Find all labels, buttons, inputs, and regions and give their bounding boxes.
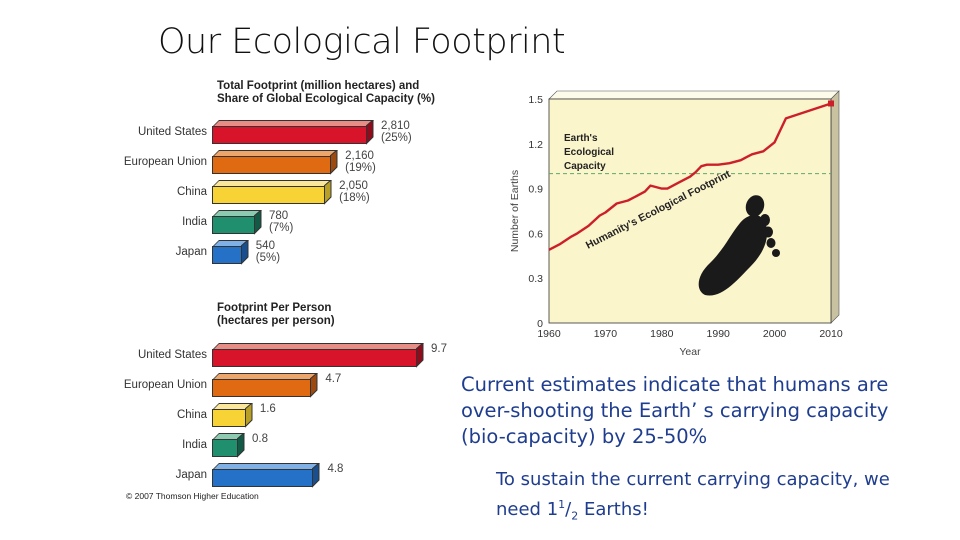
bar-category-label: India: [182, 216, 207, 228]
y-tick-label: 1.5: [528, 94, 543, 106]
bar-side-face: [330, 150, 338, 175]
bar-value-label: 1.6: [259, 403, 276, 415]
y-tick-label: 0: [537, 318, 543, 330]
chart-title-line2: (hectares per person): [217, 315, 335, 327]
per-person-title: Footprint Per Person (hectares per perso…: [217, 302, 335, 328]
bar-category-label: United States: [137, 349, 207, 361]
chart-title-line1: Total Footprint (million hectares) and: [217, 80, 420, 92]
bar-side-face: [366, 120, 374, 145]
bar-value-label: 0.8: [252, 433, 268, 445]
bar-value-label: 9.7: [431, 343, 447, 355]
sub-text: To sustain the current carrying capacity…: [496, 467, 936, 529]
x-axis-label: Year: [679, 346, 701, 358]
footprint-icon: [698, 195, 780, 296]
bar: [212, 246, 242, 264]
bar-category-label: Japan: [175, 469, 207, 481]
bar-category-label: China: [176, 409, 207, 421]
bar-side-face: [240, 240, 249, 265]
earths-line-chart: 0 0.3 0.6 0.9 1.2 1.5 1960 1970 1980 1990 2000 2010…: [500, 85, 850, 370]
bar-side-face: [312, 463, 320, 488]
x-tick-label: 2010: [819, 328, 843, 340]
total-footprint-title: Total Footprint (million hectares) and S…: [217, 80, 435, 106]
y-tick-label: 0.9: [528, 184, 543, 196]
plot-area: [548, 98, 832, 324]
chart-title-line1: Footprint Per Person: [217, 302, 332, 314]
body-text: Current estimates indicate that humans a…: [461, 373, 889, 448]
fraction-numerator: 1: [558, 498, 566, 511]
x-tick-label: 1980: [650, 328, 674, 340]
bar-category-label: China: [176, 186, 207, 198]
bar-category-label: Japan: [175, 246, 207, 258]
x-tick-label: 1990: [707, 328, 731, 340]
bar-side-face: [237, 433, 245, 458]
sub-text-prefix: To sustain the current carrying capacity…: [496, 469, 890, 520]
bar-side-face: [324, 180, 332, 205]
y-tick-label: 0.6: [528, 228, 543, 240]
bar: [212, 186, 326, 204]
bar: [212, 349, 417, 367]
capacity-annotation: Earth's Ecological Capacity: [564, 133, 614, 172]
bar-category-label: India: [182, 439, 207, 451]
bar: [212, 469, 314, 487]
y-axis-label: Number of Earths: [509, 170, 521, 252]
fraction-denominator: 2: [571, 509, 579, 523]
bar-category-label: European Union: [123, 379, 207, 391]
bar-side-face: [416, 343, 424, 368]
bar-value-label: 540 (5%): [255, 240, 281, 264]
bar: [212, 126, 367, 144]
x-tick-label: 2000: [763, 328, 787, 340]
bar-category-label: European Union: [123, 156, 207, 168]
x-tick-label: 1960: [537, 328, 561, 340]
x-tick-label: 1970: [594, 328, 618, 340]
bar-side-face: [310, 373, 318, 398]
bar-side-face: [254, 210, 262, 235]
bar: [212, 439, 238, 457]
bar-value-label: 4.7: [325, 373, 342, 385]
bar-category-label: United States: [137, 126, 207, 138]
bar: [212, 216, 256, 234]
endpoint-marker: [828, 100, 834, 107]
slide-title: Our Ecological Footprint: [158, 22, 566, 62]
copyright-text: © 2007 Thomson Higher Education: [126, 491, 259, 501]
bar-value-label: 2,810 (25%): [381, 120, 412, 144]
y-tick-label: 1.2: [528, 139, 543, 151]
bar: [212, 156, 332, 174]
footprint-line: [548, 102, 832, 251]
bar: [212, 379, 312, 397]
bar-side-face: [244, 403, 253, 428]
bar-value-label: 2,050 (18%): [339, 180, 370, 204]
bar-value-label: 4.8: [327, 463, 344, 475]
fraction-slash: /: [565, 499, 572, 520]
chart-title-line2: Share of Global Ecological Capacity (%): [217, 93, 435, 105]
bar-value-label: 2,160 (19%): [345, 150, 376, 174]
sub-text-suffix: Earths!: [578, 499, 649, 520]
y-tick-label: 0.3: [528, 273, 543, 285]
bar: [212, 409, 246, 427]
bar-value-label: 780 (7%): [269, 210, 294, 234]
